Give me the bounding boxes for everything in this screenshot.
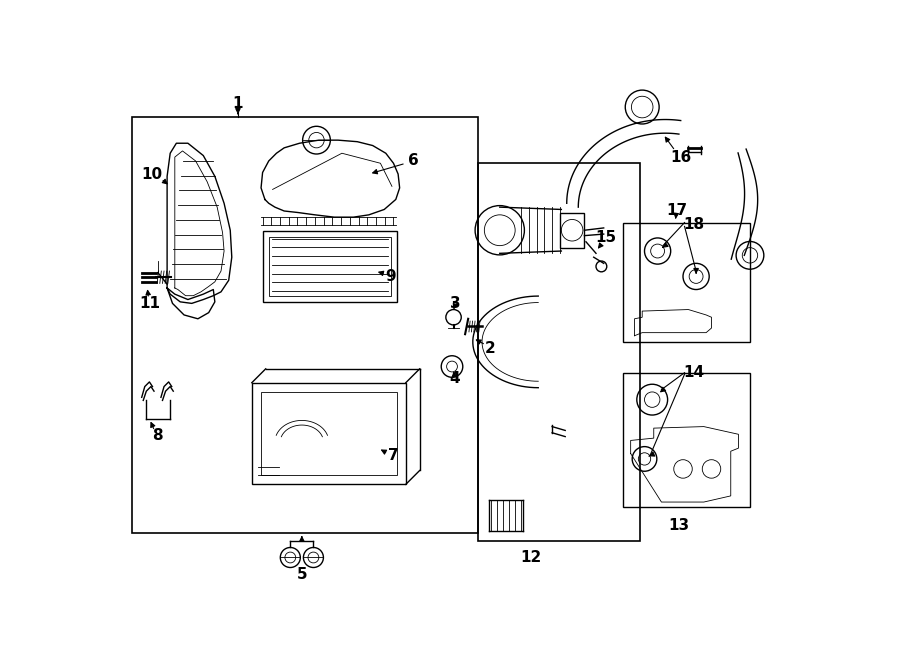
Text: 3: 3 (450, 296, 461, 311)
Circle shape (596, 261, 607, 272)
Text: 14: 14 (683, 365, 705, 380)
Bar (252, 383, 406, 485)
Text: 9: 9 (385, 269, 396, 284)
Bar (623, 223, 750, 342)
Text: 5: 5 (296, 567, 307, 582)
Text: 4: 4 (450, 371, 461, 386)
Bar (478, 163, 640, 541)
Text: 13: 13 (668, 518, 689, 533)
Text: 15: 15 (596, 231, 617, 245)
Text: 11: 11 (139, 296, 160, 311)
Bar (263, 231, 397, 302)
Text: 12: 12 (520, 550, 541, 565)
Bar (131, 117, 478, 533)
Text: 6: 6 (408, 153, 418, 169)
Text: 17: 17 (666, 204, 688, 219)
Text: 1: 1 (233, 96, 243, 110)
Bar (623, 373, 750, 508)
Text: 2: 2 (485, 340, 496, 356)
Bar (261, 392, 397, 475)
Bar (269, 237, 392, 295)
Text: 16: 16 (670, 149, 691, 165)
Text: 18: 18 (683, 217, 705, 233)
Bar (560, 213, 584, 248)
Text: 10: 10 (141, 167, 162, 182)
Text: 8: 8 (152, 428, 162, 444)
Text: 7: 7 (388, 448, 399, 463)
